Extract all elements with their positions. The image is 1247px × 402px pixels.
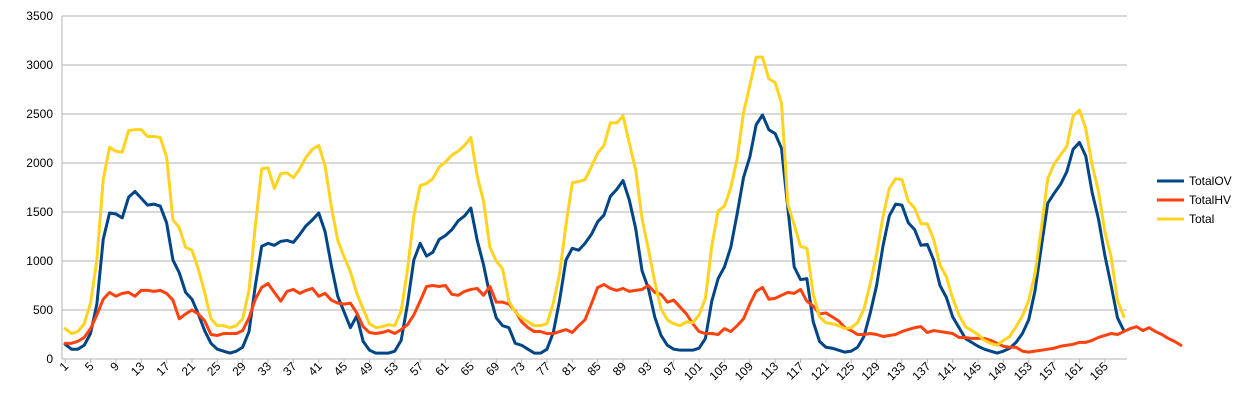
legend-item-totalhv: TotalHV — [1157, 193, 1231, 207]
x-tick-label: 117 — [783, 359, 807, 383]
x-tick-label: 93 — [635, 359, 655, 379]
x-tick-label: 1 — [57, 359, 72, 374]
x-tick-label: 73 — [508, 359, 528, 379]
x-tick-label: 165 — [1087, 359, 1111, 383]
y-tick-label: 2000 — [26, 156, 53, 170]
series-lines — [63, 55, 1183, 355]
y-gridlines — [62, 15, 1127, 360]
x-tick-label: 125 — [833, 359, 857, 383]
x-tick-label: 49 — [356, 359, 376, 379]
x-tick-label: 129 — [859, 359, 883, 383]
legend-item-totalov: TotalOV — [1157, 174, 1232, 188]
x-tick-label: 121 — [808, 359, 832, 383]
x-tick-label: 85 — [584, 359, 604, 379]
x-tick-label: 141 — [935, 359, 959, 383]
x-tick-label: 145 — [960, 359, 984, 383]
x-tick-label: 41 — [306, 359, 326, 379]
legend-label: TotalHV — [1189, 193, 1231, 207]
series-line-total — [63, 55, 1126, 347]
x-tick-label: 161 — [1062, 359, 1086, 383]
x-tick-label: 81 — [559, 359, 579, 379]
y-tick-label: 3000 — [26, 58, 53, 72]
x-tick-label: 65 — [458, 359, 478, 379]
x-tick-label: 25 — [204, 359, 224, 379]
x-tick-label: 153 — [1011, 359, 1035, 383]
x-tick-label: 113 — [758, 359, 782, 383]
x-tick-label: 33 — [255, 359, 275, 379]
y-tick-label: 2500 — [26, 107, 53, 121]
x-tick-label: 37 — [280, 359, 300, 379]
x-tick-label: 149 — [985, 359, 1009, 383]
x-tick-label: 61 — [432, 359, 452, 379]
y-tick-label: 3500 — [26, 9, 53, 23]
x-tick-label: 97 — [661, 359, 681, 379]
x-tick-label: 45 — [331, 359, 351, 379]
y-tick-label: 0 — [46, 352, 53, 366]
x-tick-label: 77 — [534, 359, 554, 379]
x-tick-label: 137 — [909, 359, 933, 383]
x-tick-label: 13 — [128, 359, 148, 379]
legend: TotalOV TotalHV Total — [1157, 174, 1232, 226]
y-tick-label: 1500 — [26, 205, 53, 219]
legend-label: TotalOV — [1189, 174, 1232, 188]
x-tick-label: 89 — [610, 359, 630, 379]
x-tick-label: 29 — [229, 359, 249, 379]
x-tick-label: 21 — [179, 359, 199, 379]
x-tick-label: 17 — [153, 359, 173, 379]
y-tick-label: 500 — [33, 303, 53, 317]
x-tick-label: 109 — [732, 359, 756, 383]
x-tick-label: 57 — [407, 359, 427, 379]
x-tick-label: 133 — [884, 359, 908, 383]
x-axis: 1 5 9 13 17 21 25 29 33 37 41 45 49 53 57 61 65 69 73 77 81 8… — [57, 358, 1127, 383]
x-tick-label: 5 — [82, 359, 97, 374]
x-tick-label: 101 — [681, 359, 705, 383]
x-tick-label: 9 — [107, 359, 122, 374]
series-line-totalhv — [63, 282, 1183, 354]
series-line-totalov — [63, 113, 1126, 355]
legend-label: Total — [1189, 212, 1214, 226]
y-axis: 0 500 1000 1500 2000 2500 3000 3500 — [26, 9, 63, 366]
legend-item-total: Total — [1157, 212, 1214, 226]
x-tick-label: 105 — [707, 359, 731, 383]
y-tick-label: 1000 — [26, 254, 53, 268]
x-tick-label: 157 — [1036, 359, 1060, 383]
x-tick-label: 53 — [382, 359, 402, 379]
x-tick-label: 69 — [483, 359, 503, 379]
